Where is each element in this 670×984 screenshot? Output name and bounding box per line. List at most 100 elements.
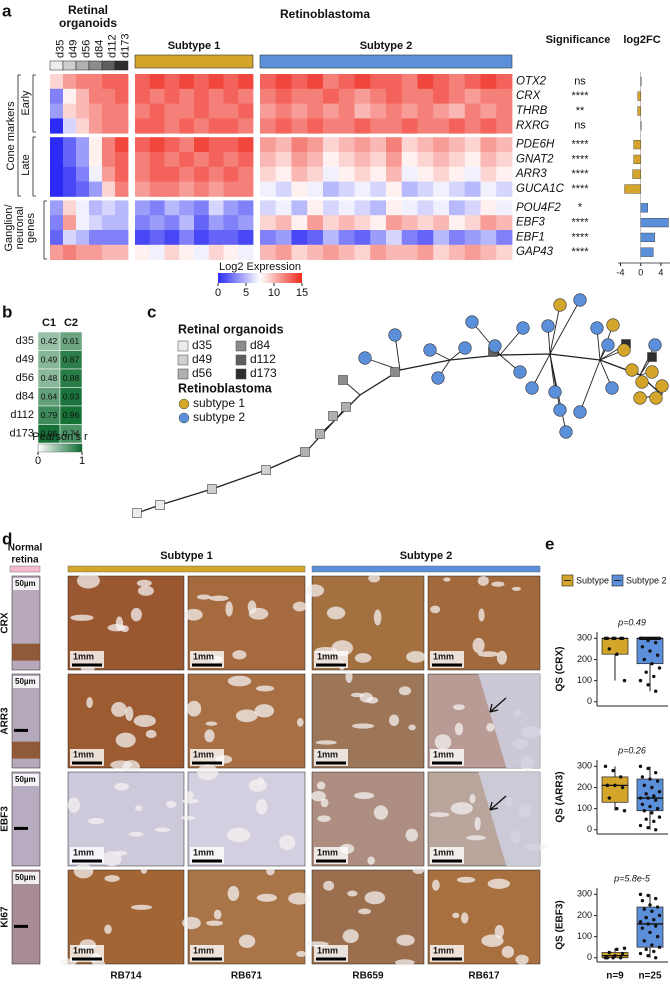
scale-box	[13, 872, 39, 884]
heatmap-cell	[291, 230, 308, 246]
heatmap-cell	[323, 74, 340, 90]
gene-label: GUCA1C	[516, 183, 565, 195]
heatmap-cell	[323, 181, 340, 197]
heatmap-cell	[135, 166, 151, 182]
data-point	[640, 802, 645, 807]
heatmap-cell	[464, 118, 481, 134]
y-tick-label: 0	[587, 952, 592, 962]
heatmap-cell	[223, 200, 239, 216]
heatmap-cell	[417, 215, 434, 231]
heatmap-cell	[480, 118, 497, 134]
ihc-texture	[225, 601, 233, 617]
heatmap-cell	[76, 181, 90, 197]
heatmap-cell	[164, 166, 180, 182]
heatmap-cell	[354, 137, 371, 153]
arrow	[489, 795, 507, 811]
heatmap-cell	[370, 181, 387, 197]
gene-label: POU4F2	[516, 202, 561, 214]
data-point	[654, 689, 658, 693]
heatmap-cell	[275, 74, 292, 90]
ihc-texture	[107, 624, 126, 632]
heatmap-cell	[354, 215, 371, 231]
tree-node	[513, 365, 527, 379]
legend-label: d35	[192, 338, 212, 352]
heatmap-cell	[208, 215, 224, 231]
x-tick-label: 4	[658, 267, 663, 277]
heatmap-cell	[50, 74, 64, 90]
heatmap-cell	[323, 137, 340, 153]
y-tick-label: 0	[587, 696, 592, 706]
y-tick-label: 200	[577, 782, 592, 792]
scale-label: 1mm	[73, 847, 94, 857]
heatmap-cell	[480, 244, 497, 260]
heatmap-cell	[370, 230, 387, 246]
heatmap-cell	[179, 230, 195, 246]
data-point	[640, 645, 645, 649]
heatmap-cell	[135, 230, 151, 246]
significance: ****	[571, 246, 589, 258]
heatmap-cell	[449, 166, 466, 182]
heatmap-cell	[433, 74, 450, 90]
data-point	[652, 636, 656, 641]
scale-label: 1mm	[317, 945, 338, 955]
row-group-label: Cone markers	[5, 101, 17, 171]
tree-node	[315, 429, 325, 439]
column-header: Subtype 1	[160, 550, 213, 562]
scale-label: 1mm	[433, 651, 454, 661]
tree-node	[635, 375, 649, 389]
data-point	[650, 909, 654, 913]
day-swatch	[62, 60, 77, 71]
data-point	[638, 796, 643, 800]
ihc-texture	[394, 959, 415, 966]
heatmap-cell	[480, 230, 497, 246]
group-bar	[67, 565, 306, 573]
ihc-texture	[354, 653, 372, 663]
data-point	[622, 678, 627, 683]
heatmap-cell	[149, 74, 165, 90]
ihc-texture	[70, 614, 94, 621]
y-tick-label: 100	[577, 675, 592, 685]
legend-label: d56	[192, 366, 212, 380]
ihc-image	[11, 869, 41, 965]
heatmap-cell	[449, 137, 466, 153]
heatmap-cell	[76, 88, 90, 104]
heatmap-cell	[63, 74, 77, 90]
heatmap-cell	[76, 74, 90, 90]
heatmap-cell	[338, 181, 355, 197]
heatmap-cell	[164, 244, 180, 260]
corr-cell	[59, 424, 83, 444]
tree-node	[525, 381, 539, 395]
heatmap-cell	[50, 88, 64, 104]
heatmap-cell	[135, 118, 151, 134]
gene-label: EBF3	[516, 217, 545, 229]
data-point	[611, 768, 615, 773]
data-point	[654, 640, 658, 645]
tree-node	[649, 391, 663, 405]
heatmap-cell	[208, 230, 224, 246]
day-swatch	[49, 60, 64, 71]
heatmap-cell	[323, 88, 340, 104]
heatmap-cell	[338, 215, 355, 231]
box	[636, 906, 664, 948]
scale-label: 1mm	[193, 847, 214, 857]
heatmap-cell	[496, 152, 513, 168]
heatmap-cell	[135, 244, 151, 260]
heatmap-cell	[386, 118, 403, 134]
heatmap-cell	[179, 137, 195, 153]
tree-branch	[579, 359, 601, 413]
heatmap-cell	[223, 103, 239, 119]
heatmap-cell	[370, 74, 387, 90]
heatmap-cell	[135, 200, 151, 216]
heatmap-cell	[179, 88, 195, 104]
heatmap-cell	[238, 152, 254, 168]
heatmap-cell	[89, 118, 103, 134]
heatmap-cell	[115, 103, 129, 119]
ihc-texture	[114, 782, 130, 791]
heatmap-cell	[194, 244, 210, 260]
legend-swatch	[235, 354, 247, 366]
heatmap-cell	[354, 74, 371, 90]
heatmap-cell	[102, 244, 116, 260]
heatmap-cell	[464, 88, 481, 104]
legend-label: d84	[250, 338, 270, 352]
y-tick-label: 0	[587, 824, 592, 834]
